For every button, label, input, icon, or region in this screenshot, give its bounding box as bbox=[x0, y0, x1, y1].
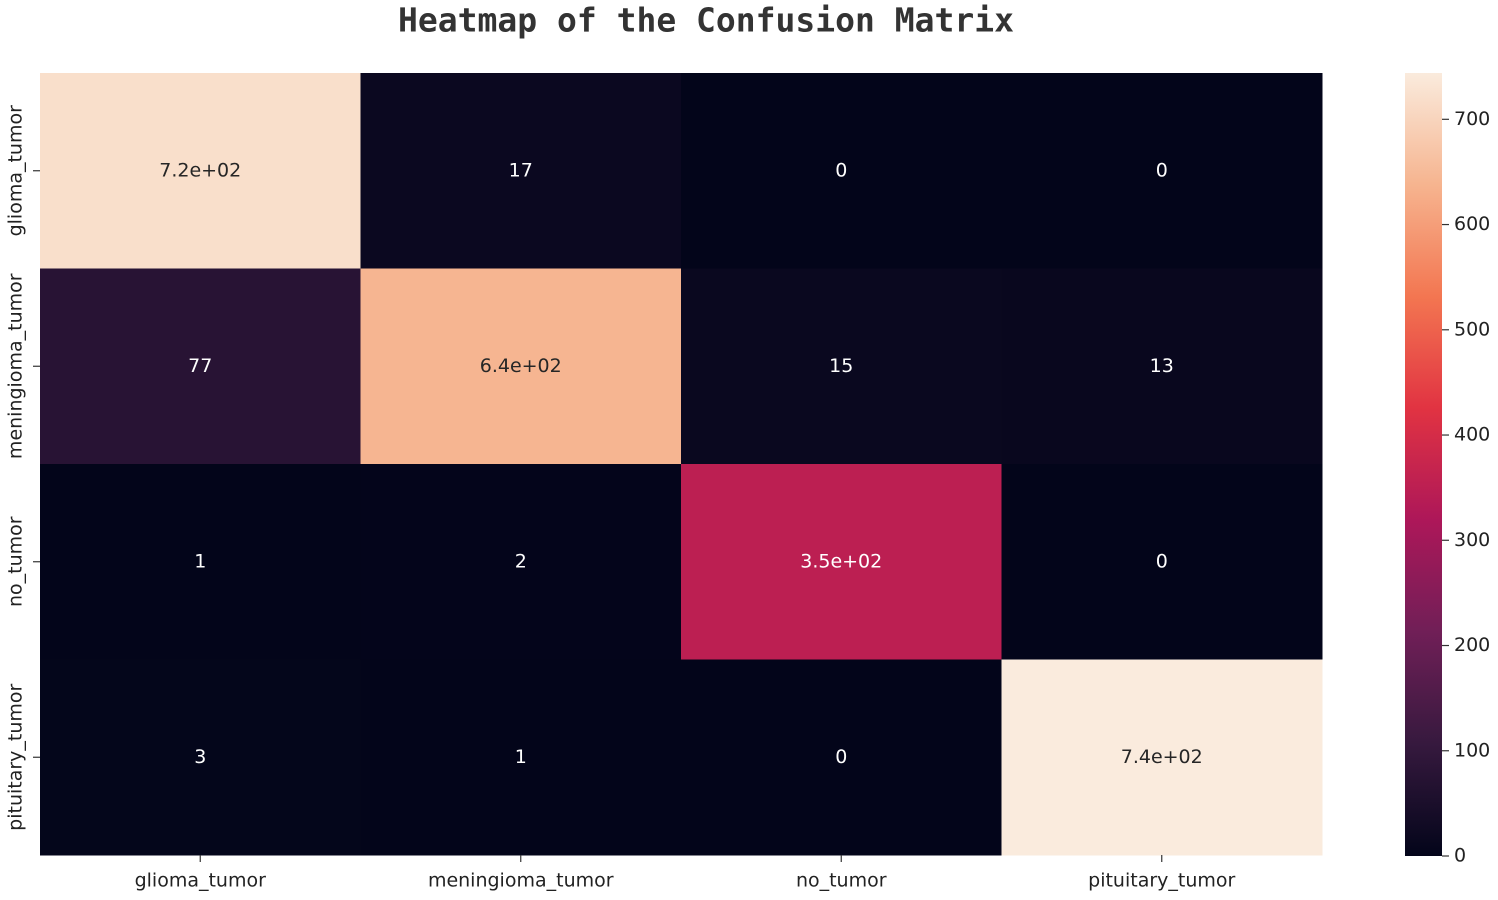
cell-label: 17 bbox=[509, 159, 533, 181]
colorbar-tick-label: 0 bbox=[1454, 845, 1466, 867]
cell-label: 1 bbox=[194, 550, 206, 572]
heatmap-cell bbox=[1001, 73, 1323, 269]
cell-label: 0 bbox=[1156, 159, 1168, 181]
colorbar-tick-label: 700 bbox=[1454, 108, 1490, 130]
heatmap-cell bbox=[40, 659, 361, 856]
colorbar-tick-label: 400 bbox=[1454, 424, 1490, 446]
cell-label: 6.4e+02 bbox=[480, 355, 562, 377]
heatmap-cell bbox=[1001, 464, 1323, 660]
cell-label: 77 bbox=[188, 355, 212, 377]
heatmap-cell bbox=[360, 464, 682, 660]
y-tick-label: glioma_tumor bbox=[5, 105, 27, 237]
heatmap-cell bbox=[681, 268, 1002, 465]
heatmap-cell bbox=[40, 268, 361, 465]
y-tick-label: meningioma_tumor bbox=[5, 273, 27, 459]
x-tick-label: pituitary_tumor bbox=[1088, 870, 1235, 892]
heatmap-cell bbox=[681, 73, 1002, 269]
colorbar-tick-label: 500 bbox=[1454, 318, 1490, 340]
colorbar-tick-label: 600 bbox=[1454, 213, 1490, 235]
x-tick-label: meningioma_tumor bbox=[428, 870, 614, 892]
heatmap-cell bbox=[360, 268, 682, 465]
colorbar-tick-label: 200 bbox=[1454, 634, 1490, 656]
heatmap-cell bbox=[40, 464, 361, 660]
x-tick-label: glioma_tumor bbox=[135, 870, 267, 892]
heatmap-cell bbox=[681, 464, 1002, 660]
cell-label: 7.4e+02 bbox=[1121, 746, 1203, 768]
cell-label: 15 bbox=[829, 355, 853, 377]
colorbar bbox=[1405, 73, 1442, 856]
heatmap-cell bbox=[1001, 659, 1323, 856]
chart-title: Heatmap of the Confusion Matrix bbox=[398, 1, 1014, 40]
cell-label: 0 bbox=[1156, 550, 1168, 572]
cell-label: 3.5e+02 bbox=[800, 550, 882, 572]
heatmap-cell bbox=[360, 73, 682, 269]
x-tick-label: no_tumor bbox=[796, 870, 887, 892]
heatmap-cell bbox=[360, 659, 682, 856]
cell-label: 0 bbox=[835, 746, 847, 768]
heatmap-cell bbox=[1001, 268, 1323, 465]
cell-label: 2 bbox=[515, 550, 527, 572]
colorbar-tick-label: 300 bbox=[1454, 529, 1490, 551]
heatmap-cell bbox=[40, 73, 361, 269]
cell-label: 7.2e+02 bbox=[159, 159, 241, 181]
colorbar-tick-label: 100 bbox=[1454, 739, 1490, 761]
cell-label: 13 bbox=[1150, 355, 1174, 377]
cell-label: 0 bbox=[835, 159, 847, 181]
y-tick-label: pituitary_tumor bbox=[5, 683, 27, 830]
y-tick-label: no_tumor bbox=[5, 516, 27, 607]
cell-label: 1 bbox=[515, 746, 527, 768]
cell-label: 3 bbox=[194, 746, 206, 768]
heatmap-cell bbox=[681, 659, 1002, 856]
